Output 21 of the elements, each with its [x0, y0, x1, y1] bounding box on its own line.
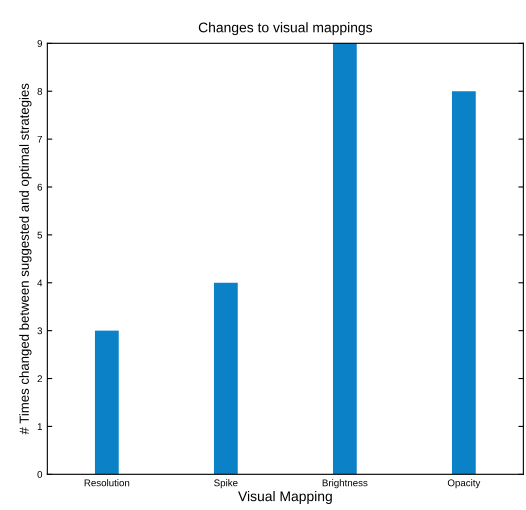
bar — [214, 282, 238, 474]
y-tick-label: 0 — [37, 471, 42, 478]
x-tick-label: Resolution — [84, 479, 130, 486]
y-tick-label: 7 — [38, 136, 42, 143]
bar — [332, 43, 357, 474]
y-tick-label: 5 — [37, 232, 42, 238]
y-tick-label: 3 — [37, 327, 42, 334]
bar — [94, 330, 119, 474]
y-axis-title: # Times changed between suggested and optimal strategies — [19, 84, 32, 434]
x-tick-label: Brightness — [322, 479, 368, 488]
x-axis-title: Visual Mapping — [238, 491, 332, 504]
chart-title: Changes to visual mappings — [198, 22, 372, 36]
y-tick-label: 9 — [38, 40, 42, 47]
y-tick-label: 1 — [38, 423, 42, 430]
bar — [452, 91, 476, 474]
y-tick-label: 8 — [37, 88, 42, 95]
x-tick-label: Opacity — [448, 479, 480, 488]
y-tick-label: 6 — [38, 184, 42, 191]
x-tick-label: Spike — [214, 479, 238, 488]
y-tick-label: 4 — [37, 280, 42, 286]
y-tick-label: 2 — [38, 375, 42, 382]
